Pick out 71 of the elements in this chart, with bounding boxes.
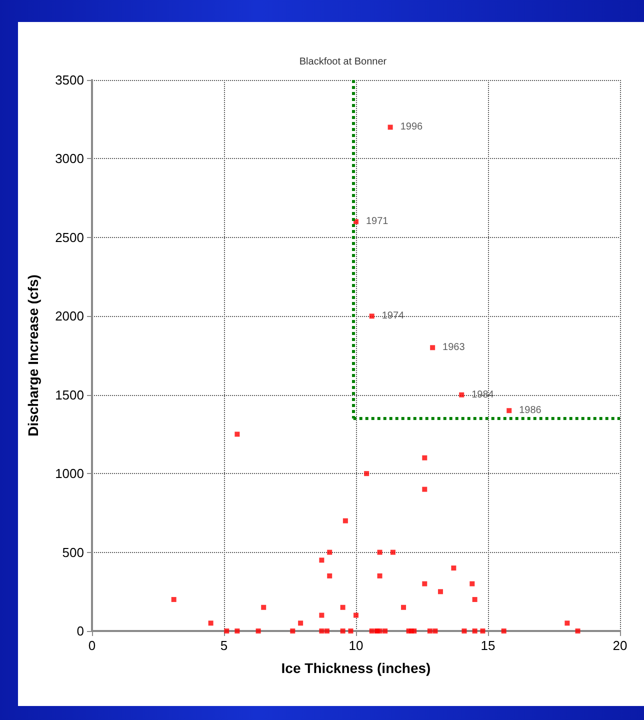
point xyxy=(208,620,214,626)
point xyxy=(459,392,464,398)
point xyxy=(377,628,382,634)
point xyxy=(427,628,432,634)
point xyxy=(422,486,428,492)
point xyxy=(319,558,324,563)
point xyxy=(422,581,428,586)
x-tick-label: 15 xyxy=(480,638,496,653)
annotation: 1986 xyxy=(519,405,542,416)
point xyxy=(480,628,486,634)
point xyxy=(256,628,261,634)
annotation: 1996 xyxy=(400,122,424,133)
point xyxy=(342,518,348,524)
point xyxy=(364,471,370,476)
point xyxy=(234,628,240,634)
y-tick-label: 3500 xyxy=(55,72,84,88)
annotation: 1984 xyxy=(472,389,494,400)
x-tick-label: 5 xyxy=(220,638,228,653)
annotation: 1971 xyxy=(366,216,389,228)
y-axis-title: Discharge Increase (cfs) xyxy=(25,274,41,436)
annotation: 1974 xyxy=(382,310,405,322)
point xyxy=(348,628,354,634)
annotation: 1963 xyxy=(442,342,466,354)
point xyxy=(224,628,230,634)
point xyxy=(438,589,443,594)
point xyxy=(422,455,428,460)
point xyxy=(377,573,382,578)
point xyxy=(430,345,436,350)
point xyxy=(564,620,570,626)
point xyxy=(354,612,358,618)
point xyxy=(388,124,393,130)
x-tick-label: 20 xyxy=(612,638,628,653)
point xyxy=(506,408,512,414)
y-tick-label: 2500 xyxy=(55,230,84,245)
point xyxy=(462,628,467,634)
point xyxy=(171,597,176,602)
y-tick-label: 1000 xyxy=(55,466,84,482)
y-tick-label: 2000 xyxy=(55,308,84,324)
point xyxy=(369,314,374,319)
point xyxy=(327,550,332,555)
x-axis-title: Ice Thickness (inches) xyxy=(281,660,431,676)
y-tick-label: 500 xyxy=(62,544,84,560)
point xyxy=(501,628,506,634)
point xyxy=(382,628,388,634)
y-tick-label: 1500 xyxy=(55,387,84,402)
point xyxy=(319,628,324,634)
chart-title: Blackfoot at Bonner xyxy=(299,56,388,68)
point xyxy=(290,628,296,634)
y-tick-label: 0 xyxy=(76,624,84,638)
y-tick-label: 3000 xyxy=(55,151,84,166)
point xyxy=(472,597,478,602)
x-tick-label: 10 xyxy=(348,638,364,653)
point xyxy=(327,573,332,578)
point xyxy=(451,566,456,571)
point xyxy=(234,432,240,437)
point xyxy=(377,550,382,555)
point xyxy=(369,628,374,634)
point xyxy=(340,628,346,634)
point xyxy=(470,581,475,586)
point xyxy=(432,628,438,634)
point xyxy=(261,604,266,610)
point xyxy=(412,628,417,634)
point xyxy=(319,612,324,618)
point xyxy=(298,620,304,626)
x-tick-label: 0 xyxy=(88,638,96,653)
point xyxy=(472,628,478,634)
point xyxy=(390,550,396,555)
point xyxy=(575,628,580,634)
point xyxy=(324,628,330,634)
point xyxy=(401,604,406,610)
point xyxy=(340,604,346,610)
